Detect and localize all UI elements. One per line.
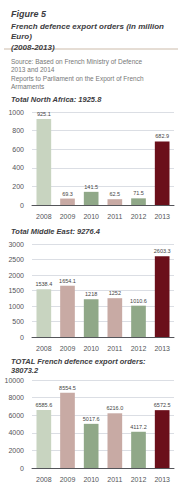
svg-text:2013: 2013: [154, 476, 170, 483]
svg-text:1218: 1218: [85, 291, 97, 297]
svg-text:2000: 2000: [8, 272, 24, 279]
svg-text:Source: Based on French Minist: Source: Based on French Ministry of Defe…: [11, 58, 144, 66]
svg-text:925.1: 925.1: [37, 111, 51, 117]
svg-text:2603.3: 2603.3: [154, 248, 171, 254]
svg-text:2012: 2012: [131, 213, 147, 220]
svg-text:2013: 2013: [154, 213, 170, 220]
svg-text:0: 0: [20, 465, 24, 472]
svg-text:1538.4: 1538.4: [35, 281, 52, 287]
svg-text:2011: 2011: [107, 476, 122, 483]
svg-text:(2008-2013): (2008-2013): [11, 43, 55, 52]
svg-text:2013: 2013: [154, 345, 170, 352]
svg-text:2000: 2000: [8, 447, 24, 454]
svg-text:Total Middle East: 9276.4: Total Middle East: 9276.4: [11, 227, 101, 236]
svg-text:4000: 4000: [8, 429, 24, 436]
svg-text:6000: 6000: [8, 412, 24, 419]
svg-text:French defence export orders (: French defence export orders (in million: [11, 22, 166, 31]
svg-text:2010: 2010: [83, 476, 99, 483]
svg-text:71.5: 71.5: [133, 190, 144, 196]
svg-text:2009: 2009: [60, 213, 76, 220]
svg-text:2010: 2010: [83, 345, 99, 352]
svg-text:TOTAL French defence export or: TOTAL French defence export orders:: [11, 357, 148, 366]
svg-text:2013 and 2014: 2013 and 2014: [11, 66, 55, 73]
svg-text:2008: 2008: [36, 345, 52, 352]
svg-text:10000: 10000: [5, 377, 25, 384]
svg-text:Total North Africa: 1925.8: Total North Africa: 1925.8: [11, 95, 102, 104]
svg-text:1654.1: 1654.1: [59, 278, 76, 284]
svg-text:2009: 2009: [60, 476, 76, 483]
svg-text:4117.2: 4117.2: [130, 424, 146, 430]
svg-text:682.9: 682.9: [155, 133, 169, 139]
svg-text:600: 600: [12, 146, 24, 153]
svg-text:0: 0: [20, 334, 24, 341]
svg-text:1000: 1000: [8, 109, 24, 116]
svg-text:141.5: 141.5: [84, 184, 98, 190]
svg-text:2012: 2012: [131, 345, 147, 352]
svg-text:500: 500: [12, 318, 24, 325]
svg-text:69.3: 69.3: [62, 191, 73, 197]
svg-text:1010.6: 1010.6: [130, 298, 147, 304]
svg-text:2008: 2008: [36, 213, 52, 220]
svg-text:8554.5: 8554.5: [59, 385, 76, 391]
svg-text:6585.6: 6585.6: [35, 402, 52, 408]
svg-text:Reports to Parliament on the E: Reports to Parliament on the Export of F…: [11, 75, 145, 83]
svg-text:5017.6: 5017.6: [83, 416, 100, 422]
svg-text:2010: 2010: [83, 213, 99, 220]
svg-text:6572.5: 6572.5: [154, 402, 171, 408]
svg-text:400: 400: [12, 164, 24, 171]
svg-text:2008: 2008: [36, 476, 52, 483]
svg-text:Euro): Euro): [11, 32, 32, 41]
svg-text:2500: 2500: [8, 256, 24, 263]
svg-text:1500: 1500: [8, 287, 24, 294]
svg-text:2012: 2012: [131, 476, 147, 483]
svg-text:0: 0: [20, 202, 24, 209]
svg-text:1252: 1252: [109, 290, 121, 296]
svg-text:Figure 5: Figure 5: [11, 9, 47, 19]
svg-text:8000: 8000: [8, 394, 24, 401]
svg-text:6216.0: 6216.0: [106, 405, 123, 411]
svg-text:38073.2: 38073.2: [11, 366, 39, 375]
svg-text:1000: 1000: [8, 303, 24, 310]
svg-text:2009: 2009: [60, 345, 76, 352]
svg-text:Armaments: Armaments: [11, 83, 45, 90]
svg-text:2011: 2011: [107, 345, 122, 352]
svg-text:3000: 3000: [8, 241, 24, 248]
svg-text:200: 200: [12, 183, 24, 190]
svg-text:800: 800: [12, 127, 24, 134]
svg-text:62.5: 62.5: [109, 191, 120, 197]
svg-text:2011: 2011: [107, 213, 122, 220]
